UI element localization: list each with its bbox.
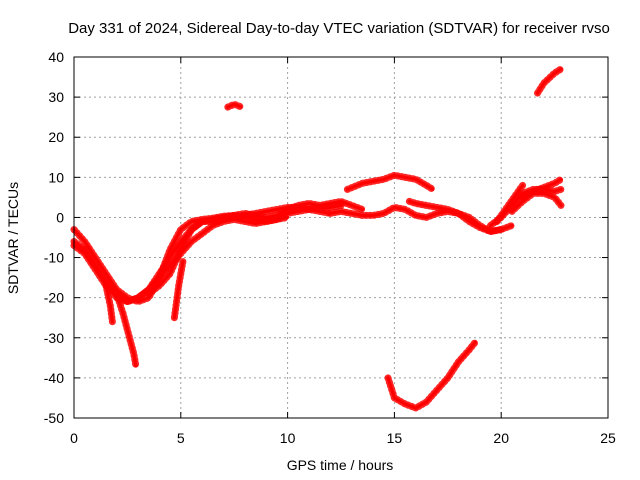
y-tick-label: 10 [48,169,64,185]
y-axis-label: SDTVAR / TECUs [5,182,21,294]
plot-frame [73,56,609,419]
x-tick-label: 25 [600,430,616,446]
y-tick-label: 0 [56,209,64,225]
y-tick-label: -40 [44,370,64,386]
x-tick-label: 15 [387,430,403,446]
x-tick-labels: 0 5 10 15 20 25 [70,430,616,446]
y-tick-label: -10 [44,250,64,266]
series-track-12-markers [384,338,480,412]
x-tick-label: 5 [177,430,185,446]
x-tick-label: 0 [70,430,78,446]
grid [74,57,608,418]
series-track-7-markers [170,258,187,322]
series-track-16-markers [519,175,565,201]
y-tick-label: 20 [48,129,64,145]
series-track-9-markers [343,171,437,193]
y-tick-label: 40 [48,49,64,65]
x-tick-label: 20 [493,430,509,446]
series-track-4-markers [145,197,366,298]
axis-ticks [73,56,609,419]
series-layer [70,65,565,412]
series-track-8-markers [224,100,245,111]
series-track-17-markers [534,65,565,97]
series-track-6-markers [113,290,140,370]
series-track-14-markers [493,181,527,225]
y-tick-label: -20 [44,290,64,306]
chart-title: Day 331 of 2024, Sidereal Day-to-day VTE… [68,20,610,37]
series-track-15-markers [508,189,565,215]
y-tick-labels: -50 -40 -30 -20 -10 0 10 20 30 40 [44,49,64,426]
y-tick-label: -30 [44,330,64,346]
x-tick-label: 10 [280,430,296,446]
series-track-11-markers [405,197,516,235]
x-axis-label: GPS time / hours [287,457,394,473]
y-tick-label: 30 [48,89,64,105]
y-tick-label: -50 [44,410,64,426]
series-track-5-markers [102,282,116,326]
